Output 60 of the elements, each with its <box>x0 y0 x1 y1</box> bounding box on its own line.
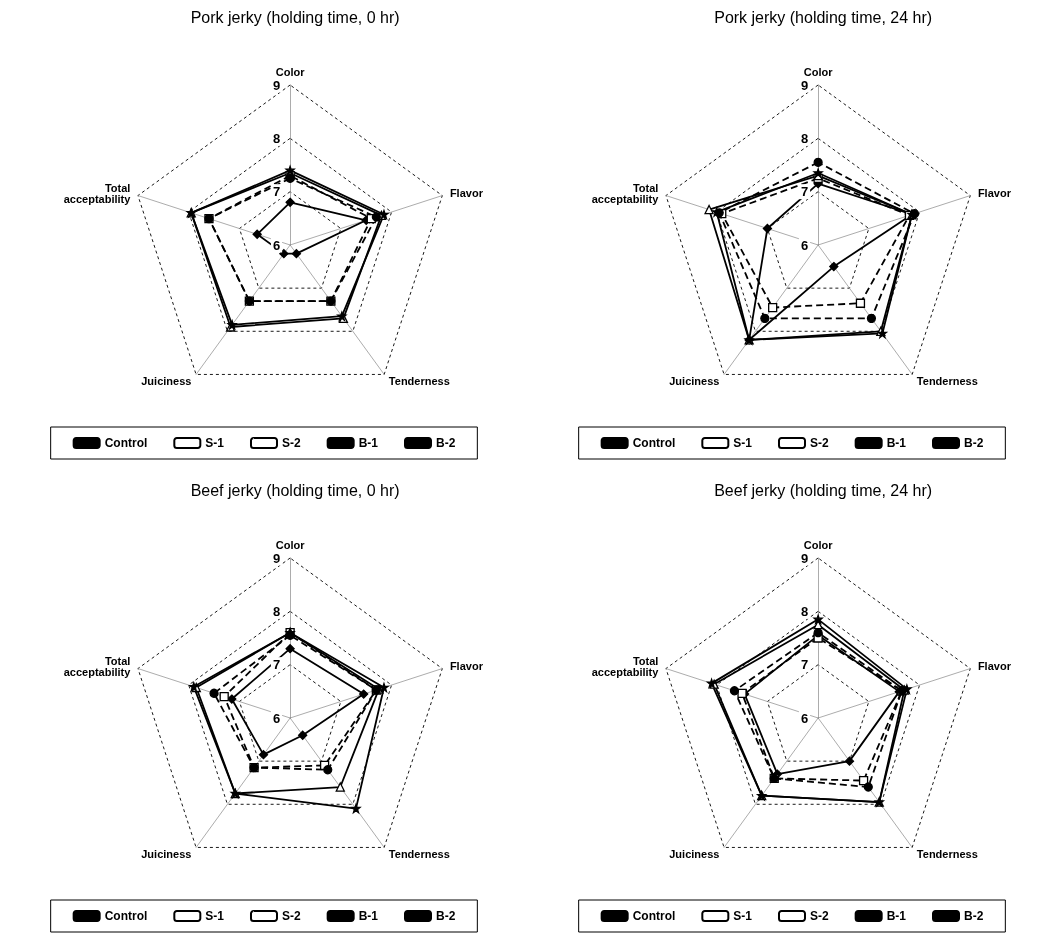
legend-label: S-2 <box>809 436 829 450</box>
y-tick-label: 9 <box>272 77 281 93</box>
spoke-label: Total acceptability <box>591 654 659 678</box>
y-tick-label: 6 <box>272 710 281 726</box>
spoke-label: Flavor <box>449 660 484 673</box>
legend-label: B-2 <box>436 436 456 450</box>
spoke-label: Total acceptability <box>63 654 132 678</box>
y-tick-label: 8 <box>272 603 281 619</box>
legend-label: Control <box>632 436 675 450</box>
spoke-label: Juiciness <box>668 847 719 860</box>
legend-label: S-1 <box>205 909 225 923</box>
legend-label: B-1 <box>358 909 379 923</box>
y-tick-label: 9 <box>272 550 281 566</box>
y-tick-label: 6 <box>272 237 281 253</box>
chart-title: Beef jerky (holding time, 24 hr) <box>713 481 932 499</box>
spoke-label: Total acceptability <box>63 181 132 205</box>
y-tick-label: 6 <box>800 237 808 253</box>
y-tick-label: 8 <box>272 130 281 146</box>
spoke-label: Flavor <box>977 187 1012 200</box>
spoke-label: Juiciness <box>668 374 719 387</box>
legend-label: S-2 <box>809 909 829 923</box>
spoke-label: Juiciness <box>141 374 192 387</box>
spoke-label: Color <box>803 65 833 78</box>
y-tick-label: 7 <box>272 657 281 673</box>
spoke-label: Color <box>275 65 306 78</box>
legend-label: S-1 <box>205 436 225 450</box>
legend-label: Control <box>632 909 675 923</box>
y-tick-label: 6 <box>800 710 808 726</box>
legend-label: Control <box>104 436 148 450</box>
spoke-label: Tenderness <box>916 847 978 860</box>
spoke-label: Color <box>275 538 306 551</box>
spoke-label: Juiciness <box>141 847 192 860</box>
legend-label: B-1 <box>358 436 379 450</box>
spoke-label: Tenderness <box>388 374 450 387</box>
spoke-label: Flavor <box>449 187 484 200</box>
legend-label: S-2 <box>281 436 301 450</box>
y-tick-label: 9 <box>800 550 808 566</box>
legend-label: B-1 <box>886 436 906 450</box>
y-tick-label: 7 <box>272 184 281 200</box>
y-tick-label: 7 <box>800 184 808 200</box>
y-tick-label: 8 <box>800 130 808 146</box>
spoke-label: Color <box>803 538 833 551</box>
y-tick-label: 8 <box>800 603 808 619</box>
legend-label: S-1 <box>732 909 752 923</box>
spoke-label: Flavor <box>977 660 1012 673</box>
legend-label: B-2 <box>436 909 456 923</box>
chart-title: Beef jerky (holding time, 0 hr) <box>190 481 400 499</box>
spoke-label: Tenderness <box>916 374 978 387</box>
spoke-label: Total acceptability <box>591 181 659 205</box>
legend-label: S-1 <box>732 436 752 450</box>
legend-label: B-2 <box>963 436 984 450</box>
legend-label: Control <box>104 909 148 923</box>
y-tick-label: 9 <box>800 77 808 93</box>
spoke-label: Tenderness <box>388 847 450 860</box>
y-tick-label: 7 <box>800 657 808 673</box>
chart-title: Pork jerky (holding time, 24 hr) <box>713 8 932 26</box>
legend-label: B-2 <box>963 909 984 923</box>
legend-label: S-2 <box>281 909 301 923</box>
legend-label: B-1 <box>886 909 906 923</box>
chart-title: Pork jerky (holding time, 0 hr) <box>190 8 400 26</box>
